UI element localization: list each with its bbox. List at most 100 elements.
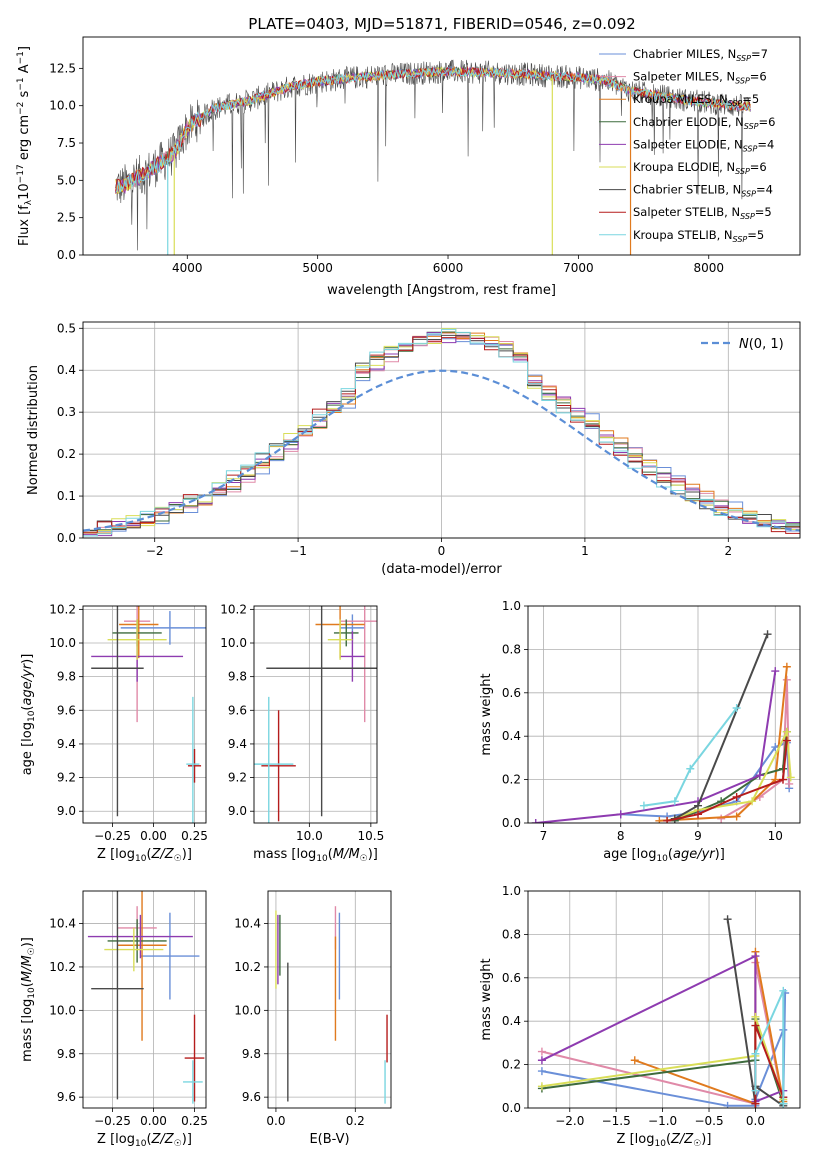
y-tick-label: 0.1 — [57, 489, 76, 503]
y-tick-label: 0.4 — [502, 1014, 521, 1028]
grid-lines — [268, 891, 391, 1108]
y-tick-label: 5.0 — [57, 173, 76, 187]
weight-marker — [763, 630, 772, 639]
weight-marker — [751, 952, 760, 961]
y-tick-label: 9.8 — [57, 670, 76, 684]
weight-marker — [537, 1082, 546, 1091]
y-tick-label: 10.2 — [49, 602, 76, 616]
y-tick-label: 9.4 — [228, 737, 247, 751]
x-axis-label: Z [log10(Z/Z☉)] — [97, 1132, 192, 1149]
weight-marker — [786, 773, 795, 782]
mass-vs-ebv-panel: 0.0 0.2 9.6 9.8 10.0 10.2 10.4 E(B-V) — [234, 890, 392, 1147]
legend-label: Salpeter MILES, NSSP=6 — [633, 70, 767, 86]
x-tick-label: 7000 — [563, 261, 594, 275]
grid-lines — [528, 605, 800, 824]
y-axis-label: mass weight — [479, 958, 494, 1040]
y-tick-label: 10.4 — [49, 917, 76, 931]
ticks: −0.25 0.00 0.25 9.0 9.2 9.4 9.6 9.8 10.0 10.2 — [49, 602, 208, 843]
ticks: 7 8 9 10 0.0 0.2 0.4 0.6 0.8 1.0 — [502, 599, 783, 843]
y-tick-label: 10.2 — [49, 960, 76, 974]
y-tick-label: 9.6 — [57, 1090, 76, 1104]
x-tick-label: −0.5 — [694, 1114, 723, 1128]
weight-series-8 — [643, 707, 738, 807]
spectrum-series-5 — [115, 66, 751, 194]
axes-frame — [82, 321, 801, 539]
ticks: 4000 5000 6000 7000 8000 0.0 2.5 5.0 7.5 10.0 12.5 — [49, 61, 724, 275]
y-tick-label: 9.6 — [242, 1090, 261, 1104]
y-axis-label: Normed distribution — [26, 365, 41, 495]
plot-area — [115, 59, 751, 255]
spectrum-series-0 — [115, 65, 751, 194]
weight-marker — [537, 1067, 546, 1076]
plot-area — [87, 891, 205, 1104]
x-axis-label: age [log10(age/yr)] — [603, 847, 725, 864]
x-axis-label: Z [log10(Z/Z☉)] — [97, 847, 192, 864]
weight-marker — [785, 779, 794, 788]
y-tick-label: 10.0 — [49, 1003, 76, 1017]
x-tick-label: 0.2 — [346, 1114, 365, 1128]
y-tick-label: 9.6 — [228, 703, 247, 717]
y-axis-label: mass [log10(M/M☉)] — [20, 937, 37, 1062]
weight-marker — [531, 819, 540, 823]
plot-area — [537, 915, 790, 1108]
spectrum-series-3 — [115, 65, 751, 194]
weight-marker — [782, 736, 791, 745]
spectrum-series-4 — [115, 66, 751, 194]
mass-vs-metallicity-panel: −0.25 0.00 0.25 9.6 9.8 10.0 10.2 10.4 Z [log10(… — [20, 890, 208, 1149]
y-tick-label: 7.5 — [57, 136, 76, 150]
y-tick-label: 0.2 — [502, 773, 521, 787]
y-tick-label: 0.6 — [502, 686, 521, 700]
ticks: −2 −1 0 1 2 0.0 0.1 0.2 0.3 0.4 0.5 — [57, 321, 732, 558]
y-tick-label: 9.8 — [57, 1047, 76, 1061]
weight-marker — [694, 801, 702, 810]
weight-marker — [630, 1056, 639, 1065]
weight-marker — [537, 1047, 546, 1056]
y-tick-label: 0.0 — [57, 248, 76, 262]
x-axis-label: wavelength [Angstrom, rest frame] — [327, 283, 556, 298]
weight-marker — [779, 1099, 788, 1108]
x-tick-label: 2 — [724, 544, 732, 558]
plot-area — [254, 606, 377, 823]
y-tick-label: 0.0 — [57, 531, 76, 545]
weight-marker — [751, 1086, 760, 1095]
legend-label: N(0, 1) — [739, 337, 784, 352]
weight-vs-metallicity-panel: −2.0 −1.5 −1.0 −0.5 0.0 0.0 0.2 0.4 0.6 0.8 1.0 Z [… — [479, 884, 801, 1149]
x-tick-label: −2.0 — [555, 1114, 584, 1128]
y-tick-label: 10.2 — [234, 960, 261, 974]
plot-area — [275, 906, 388, 1104]
y-tick-label: 0.8 — [502, 642, 521, 656]
weight-marker — [732, 703, 741, 712]
legend-label: Chabrier ELODIE, NSSP=6 — [633, 115, 775, 131]
x-tick-label: 10.5 — [357, 829, 384, 843]
y-axis-label: Flux [fλ10−17 erg cm−2 s−1 A−1] — [16, 46, 34, 246]
x-tick-label: −1 — [289, 544, 307, 558]
spectrum-legend: Chabrier MILES, NSSP=7 Salpeter MILES, NS… — [599, 47, 775, 244]
y-tick-label: 0.2 — [502, 1058, 521, 1072]
y-tick-label: 1.0 — [502, 599, 521, 613]
weight-marker — [655, 816, 664, 823]
spectrum-series-8 — [115, 66, 751, 193]
weight-marker — [694, 810, 702, 819]
age-vs-metallicity-panel: −0.25 0.00 0.25 9.0 9.2 9.4 9.6 9.8 10.0 10.2 Z [l… — [20, 602, 208, 864]
weight-marker — [748, 797, 757, 806]
x-tick-label: 8 — [617, 829, 625, 843]
weight-marker — [782, 675, 791, 684]
weight-marker — [732, 812, 741, 821]
y-axis-label: mass weight — [479, 673, 494, 755]
plot-area — [531, 630, 795, 823]
x-tick-label: 0 — [438, 544, 446, 558]
x-tick-label: 4000 — [172, 261, 203, 275]
ticks: 0.0 0.2 9.6 9.8 10.0 10.2 10.4 — [234, 917, 365, 1128]
weight-marker — [639, 801, 648, 810]
x-tick-label: 5000 — [302, 261, 333, 275]
y-tick-label: 10.0 — [234, 1003, 261, 1017]
x-tick-label: 8000 — [693, 261, 724, 275]
y-tick-label: 0.4 — [57, 363, 76, 377]
weight-series-0 — [541, 992, 787, 1107]
x-tick-label: 0.25 — [181, 1114, 208, 1128]
weight-marker — [717, 814, 726, 823]
x-tick-label: 1 — [581, 544, 589, 558]
x-tick-label: 7 — [540, 829, 548, 843]
axes-frame — [82, 605, 207, 824]
